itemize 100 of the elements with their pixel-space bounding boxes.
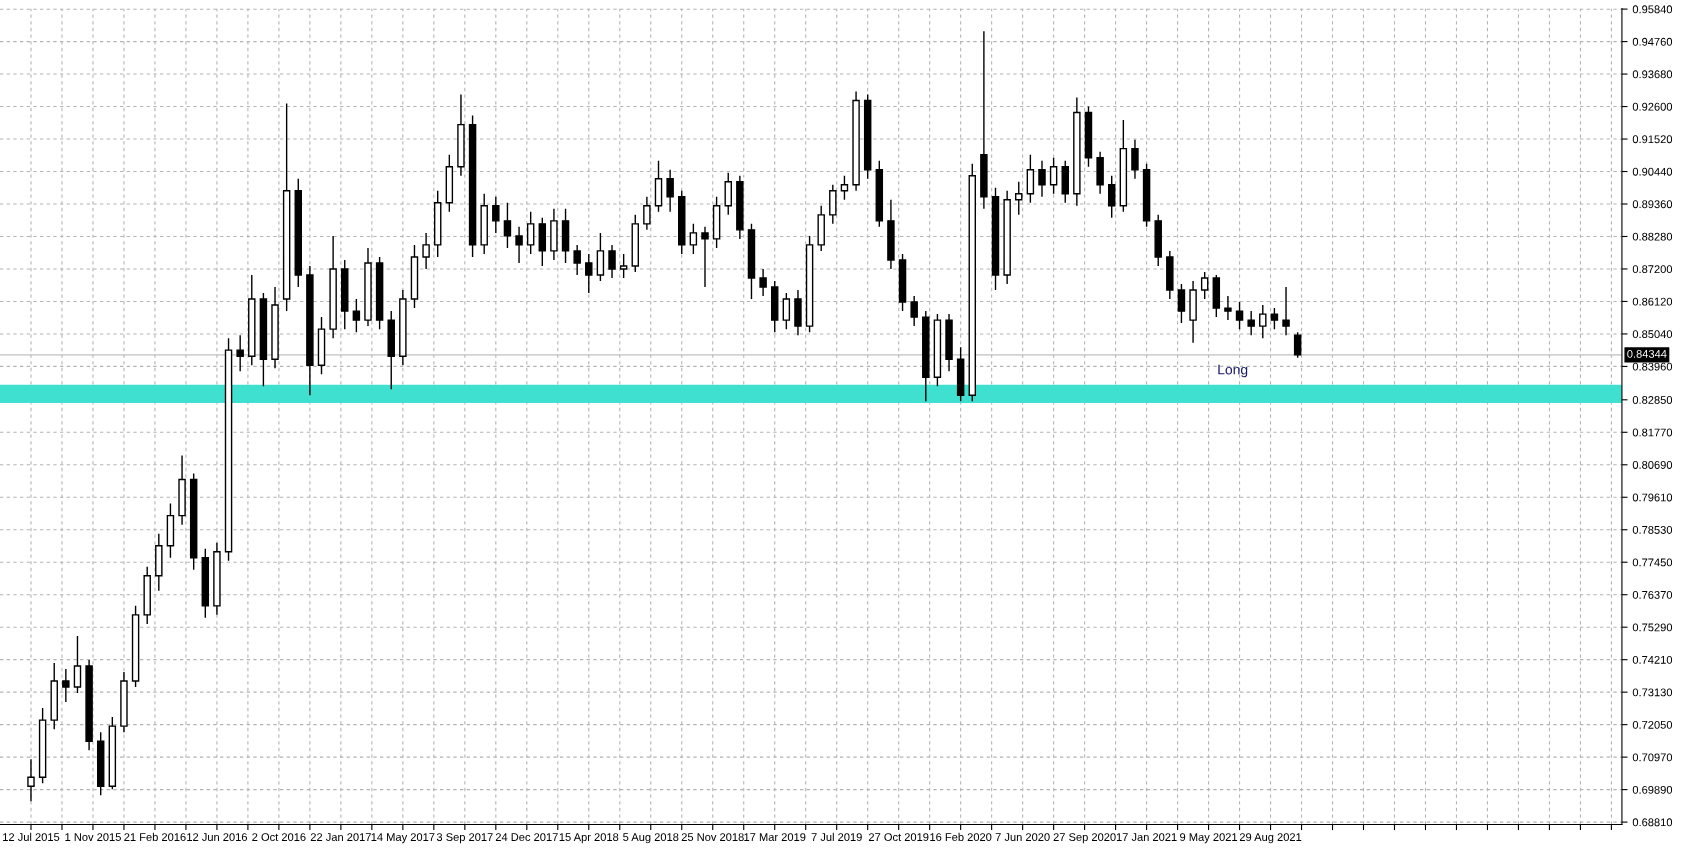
- candlestick: [794, 289, 802, 336]
- candlestick: [1235, 301, 1244, 330]
- candlestick: [189, 472, 198, 571]
- candlestick: [759, 268, 767, 297]
- candlestick: [968, 163, 977, 403]
- candlestick: [770, 280, 779, 333]
- candlestick: [654, 159, 663, 213]
- candlestick: [956, 346, 965, 403]
- candlestick: [1026, 153, 1035, 204]
- x-tick-label: 5 Aug 2018: [623, 833, 679, 844]
- candlestick: [619, 253, 628, 279]
- candlestick: [306, 265, 314, 396]
- candlestick: [143, 566, 151, 625]
- candlestick: [526, 211, 535, 255]
- y-tick-label: 0.73130: [1632, 688, 1673, 697]
- x-tick-label: 1 Nov 2015: [65, 833, 121, 841]
- y-tick-label: 0.75290: [1632, 623, 1673, 632]
- candlestick: [248, 274, 256, 366]
- candlestick: [910, 295, 918, 327]
- y-tick-label: 0.87200: [1632, 265, 1673, 274]
- candlestick: [608, 244, 616, 279]
- candlestick: [433, 190, 442, 258]
- candlestick: [666, 169, 674, 213]
- candlestick: [317, 316, 326, 375]
- candlestick: [561, 208, 570, 264]
- candlestick: [1107, 175, 1116, 219]
- candlestick: [585, 253, 593, 294]
- y-tick-label: 0.89360: [1632, 200, 1673, 209]
- candlestick: [701, 226, 709, 288]
- candlestick: [596, 232, 605, 282]
- candlestick: [213, 541, 221, 616]
- band-label: Long: [1218, 364, 1248, 378]
- candlestick: [1049, 156, 1058, 195]
- candlestick: [689, 223, 698, 255]
- candlestick: [62, 668, 70, 703]
- x-tick-label: 3 Sep 2017: [436, 833, 493, 844]
- candlestick: [840, 175, 849, 201]
- y-tick-label: 0.68810: [1632, 818, 1673, 827]
- candlestick: [712, 196, 721, 249]
- candlestick: [550, 208, 558, 261]
- candlestick: [1015, 181, 1023, 216]
- candlestick: [364, 247, 372, 327]
- candlestick: [422, 232, 430, 270]
- candlestick: [1282, 286, 1290, 336]
- candlestick: [96, 731, 105, 797]
- y-tick-label: 0.81770: [1632, 428, 1673, 437]
- candlestick: [468, 114, 477, 258]
- y-tick-label: 0.92600: [1632, 102, 1673, 111]
- candlestick: [387, 310, 395, 390]
- candlestick: [643, 196, 651, 231]
- candlestick: [945, 313, 953, 372]
- candlestick: [38, 707, 47, 784]
- candlestick: [1073, 96, 1081, 207]
- x-tick-label: 22 Jan 2017: [310, 833, 371, 841]
- candlestick: [294, 178, 303, 288]
- candlestick: [410, 244, 419, 309]
- candlestick: [1166, 250, 1174, 300]
- candlestick: [236, 334, 244, 372]
- x-tick-label: 7 Jul 2019: [811, 832, 862, 841]
- x-tick-label: 14 May 2017: [371, 833, 435, 844]
- candlestick: [887, 199, 895, 270]
- candlestick: [282, 102, 291, 312]
- y-tick-label: 0.85040: [1632, 330, 1673, 339]
- y-tick-label: 0.88280: [1632, 232, 1673, 241]
- y-tick-label: 0.79610: [1632, 493, 1673, 502]
- candlestick: [1247, 310, 1255, 336]
- y-tick-label: 0.69890: [1632, 785, 1673, 794]
- candlestick: [573, 244, 581, 276]
- y-tick-label: 0.90440: [1632, 167, 1673, 176]
- x-tick-label: 12 Jun 2016: [187, 833, 248, 841]
- y-tick-label: 0.91520: [1632, 135, 1673, 144]
- y-tick-label: 0.74210: [1632, 655, 1673, 664]
- candlestick: [352, 298, 361, 333]
- candlestick: [329, 235, 337, 339]
- candlestick: [480, 193, 488, 255]
- candlestick: [166, 502, 175, 559]
- y-tick-label: 0.95840: [1632, 5, 1673, 14]
- candlestick: [457, 93, 465, 177]
- candlestick: [1096, 150, 1104, 195]
- x-tick-label: 17 Jan 2021: [1116, 833, 1177, 841]
- x-tick-label: 27 Oct 2019: [868, 833, 929, 841]
- x-tick-label: 9 May 2021: [1180, 833, 1238, 844]
- candlestick: [1003, 190, 1011, 285]
- candlestick: [747, 223, 756, 300]
- candlestick: [50, 662, 58, 730]
- y-tick-label: 0.77450: [1632, 558, 1673, 567]
- y-tick-label: 0.94760: [1632, 37, 1673, 46]
- candlestick: [178, 454, 186, 526]
- y-tick-label: 0.93680: [1632, 70, 1673, 79]
- y-tick-label: 0.76370: [1632, 590, 1673, 599]
- candlestick: [724, 172, 732, 216]
- y-tick-label: 0.70970: [1632, 753, 1673, 762]
- x-tick-label: 12 Jul 2015: [3, 832, 60, 841]
- x-tick-label: 24 Dec 2017: [495, 833, 558, 841]
- ref-line-label: 0.84344: [1627, 349, 1667, 358]
- x-tick-label: 21 Feb 2016: [124, 832, 186, 841]
- candlestick: [1224, 295, 1232, 321]
- x-tick-label: 27 Sep 2020: [1053, 833, 1116, 844]
- candlestick: [515, 226, 523, 264]
- y-tick-label: 0.83960: [1632, 362, 1673, 371]
